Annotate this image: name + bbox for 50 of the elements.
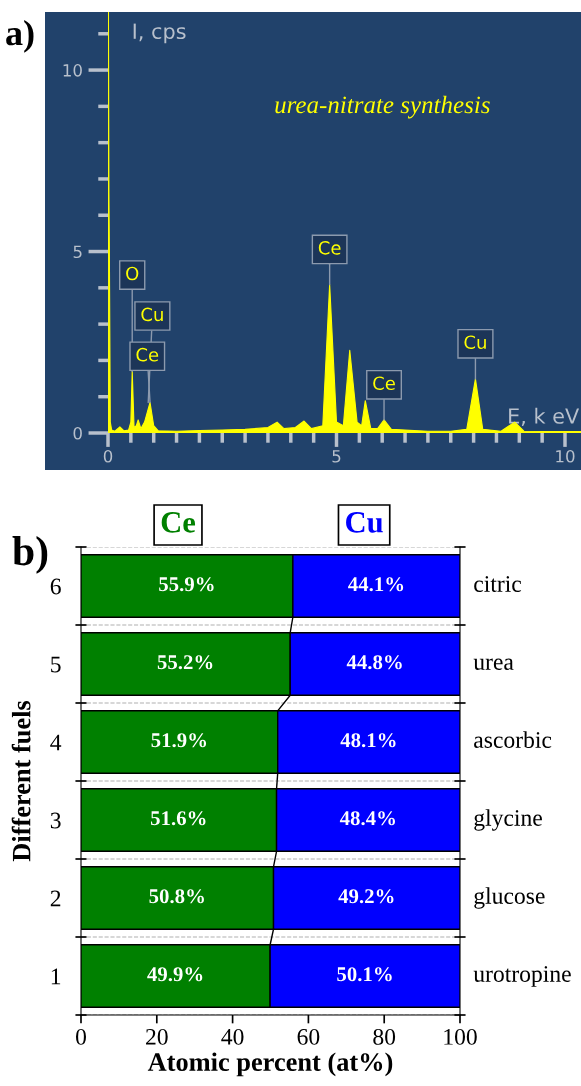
data-label: 55.2%: [157, 655, 213, 670]
data-label: 55.9%: [159, 577, 214, 592]
annotation: O: [126, 266, 139, 281]
data-label: 48.1%: [340, 733, 396, 748]
x-tick-label: 5: [332, 450, 341, 463]
data-label: 51.6%: [150, 811, 206, 826]
annotation: Ce: [373, 376, 395, 391]
data-label: 44.1%: [348, 577, 404, 592]
y-tick-label: 0: [73, 426, 82, 440]
x-tick-label: 60: [297, 1028, 320, 1045]
annotation: Cu: [464, 335, 486, 350]
x-axis-title: E, k eV: [509, 407, 580, 426]
text: glucose: [474, 887, 545, 909]
y-tick-label: 5: [51, 656, 61, 673]
text: citric: [474, 576, 522, 592]
data-label: 51.9%: [151, 733, 207, 748]
data-label: 48.4%: [339, 811, 395, 826]
x-axis-title: Atomic percent (at%): [147, 1052, 393, 1077]
x-tick-label: 40: [221, 1028, 244, 1045]
x-tick-label: 20: [146, 1028, 168, 1045]
text: urea: [473, 658, 514, 670]
y-axis-title: I, cps: [133, 23, 186, 44]
data-label: 44.8%: [346, 655, 402, 670]
text: urotropine: [473, 966, 571, 987]
annotation: Cu: [141, 307, 163, 322]
text: glycine: [474, 809, 542, 831]
series-label: Cu: [346, 512, 383, 533]
data-label: 50.8%: [149, 889, 204, 904]
text: a): [6, 19, 34, 53]
x-tick-label: 10: [556, 449, 575, 463]
data-label: 49.2%: [338, 889, 394, 904]
data-label: 50.1%: [337, 967, 392, 982]
series-label: Ce: [161, 512, 196, 533]
x-tick-label: 100: [444, 1028, 477, 1045]
x-tick-label: 0: [103, 449, 113, 463]
y-tick-label: 4: [50, 734, 62, 751]
y-axis-title: Different fuels: [11, 700, 31, 862]
text: ascorbic: [474, 731, 552, 748]
y-tick-label: 1: [51, 968, 61, 985]
annotation: Ce: [136, 347, 159, 362]
y-tick-label: 3: [50, 812, 61, 829]
data-label: 49.9%: [147, 967, 203, 982]
y-tick-label: 10: [63, 64, 82, 77]
annotation: urea-nitrate synthesis: [275, 95, 490, 119]
y-tick-label: 5: [73, 245, 82, 259]
text: b): [12, 536, 48, 574]
annotation: Ce: [318, 241, 341, 255]
y-tick-label: 6: [50, 578, 61, 595]
x-tick-label: 80: [373, 1028, 396, 1045]
y-tick-label: 2: [50, 890, 61, 907]
